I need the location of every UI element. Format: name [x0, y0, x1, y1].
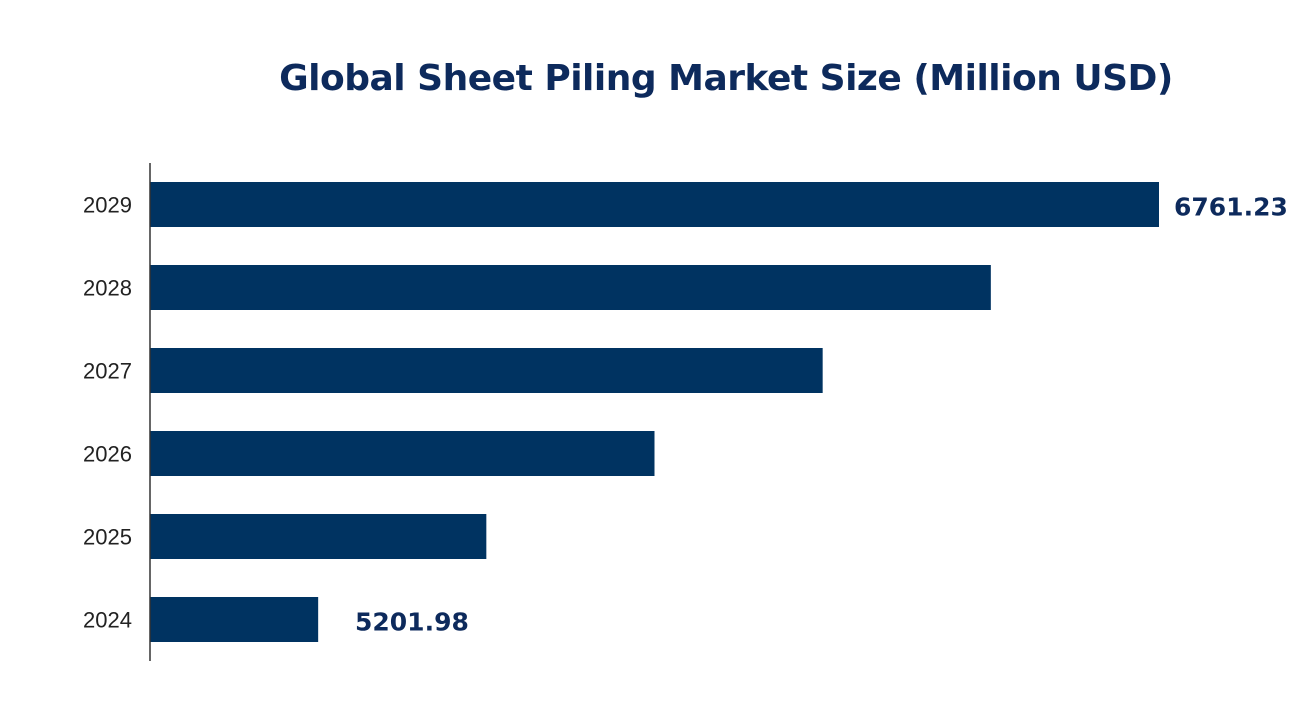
bar-2025	[150, 514, 487, 559]
chart-title: Global Sheet Piling Market Size (Million…	[279, 58, 1173, 99]
tick-label-2025: 2025	[83, 525, 132, 550]
bar-2024	[150, 597, 319, 642]
tick-label-2029: 2029	[83, 193, 132, 218]
bar-2029	[150, 182, 1159, 227]
bar-2028	[150, 265, 991, 310]
data-label-2029: 6761.23	[1174, 193, 1288, 222]
bar-2027	[150, 348, 823, 393]
data-label-2024: 5201.98	[355, 608, 469, 637]
tick-label-2024: 2024	[83, 608, 132, 633]
tick-label-2027: 2027	[83, 359, 132, 384]
bar-2026	[150, 431, 655, 476]
tick-label-2028: 2028	[83, 276, 132, 301]
tick-label-2026: 2026	[83, 442, 132, 467]
